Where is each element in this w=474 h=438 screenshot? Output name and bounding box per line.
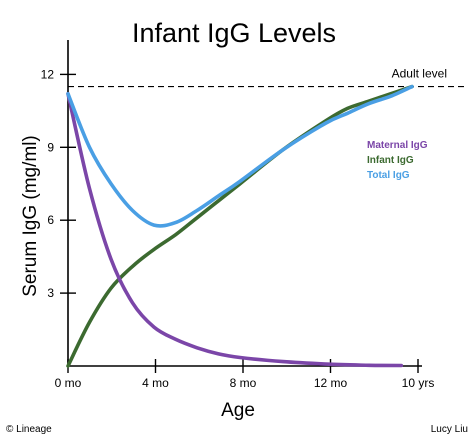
y-tick-label: 6 — [47, 213, 54, 227]
x-tick-label: 10 yrs — [402, 376, 435, 390]
chart-title: Infant IgG Levels — [132, 18, 336, 48]
legend-entry-maternal-igg: Maternal IgG — [367, 140, 428, 151]
x-tick-label: 8 mo — [230, 376, 257, 390]
y-axis-label: Serum IgG (mg/ml) — [20, 135, 41, 297]
y-tick-label: 3 — [47, 286, 54, 300]
series-line-maternal-igg — [66, 92, 404, 368]
legend: Maternal IgG Infant IgG Total IgG — [367, 140, 428, 181]
credit-left: © Lineage — [6, 424, 52, 435]
x-tick-label: 4 mo — [142, 376, 169, 390]
x-axis-label: Age — [221, 400, 255, 421]
x-tick-label: 0 mo — [55, 376, 82, 390]
y-tick-label: 12 — [41, 67, 55, 81]
credit-right: Lucy Liu — [431, 424, 468, 435]
adult-level-label: Adult level — [392, 67, 447, 81]
series-line-infant-igg — [66, 84, 414, 368]
legend-entry-infant-igg: Infant IgG — [367, 155, 414, 166]
plot-area: 3 6 9 12 0 mo 4 mo 8 mo 12 mo 10 yrs Adult level — [41, 40, 466, 390]
y-tick-label: 9 — [47, 140, 54, 154]
series-line-total-igg — [66, 84, 414, 228]
legend-entry-total-igg: Total IgG — [367, 170, 410, 181]
x-tick-label: 12 mo — [314, 376, 348, 390]
